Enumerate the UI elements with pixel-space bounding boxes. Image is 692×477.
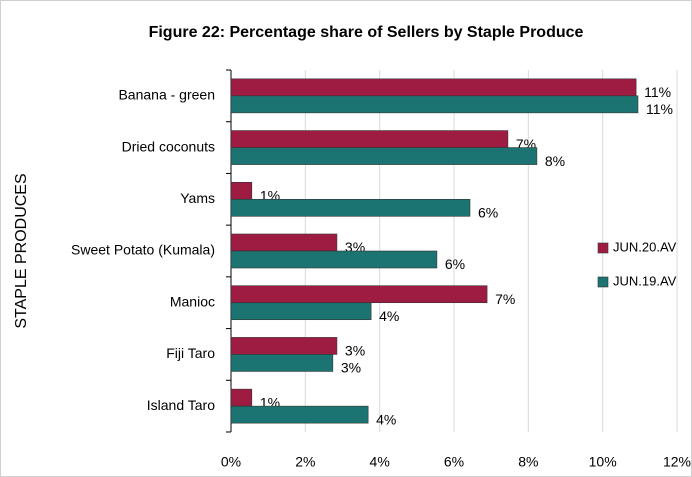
x-tick-label: 4% — [370, 454, 390, 470]
y-tick-label: Dried coconuts — [122, 138, 215, 154]
legend-label: JUN.19.AV — [613, 273, 677, 288]
value-label: 11% — [646, 101, 673, 117]
value-label: 4% — [379, 308, 399, 324]
value-label: 4% — [376, 411, 396, 427]
y-tick-label: Manioc — [170, 293, 215, 309]
value-label: 6% — [478, 204, 498, 220]
y-tick-label: Fiji Taro — [166, 345, 215, 361]
x-tick-label: 12% — [663, 454, 691, 470]
y-axis-title: STAPLE PRODUCES — [13, 173, 30, 328]
bar — [230, 95, 639, 114]
bar — [230, 181, 253, 200]
y-tick-label: Banana - green — [118, 87, 215, 103]
bar — [230, 337, 338, 355]
x-tick-label: 2% — [295, 454, 315, 470]
bar — [230, 233, 338, 252]
bar — [230, 285, 488, 304]
x-tick-label: 6% — [444, 454, 464, 470]
legend-swatch — [597, 276, 609, 288]
value-label: 6% — [445, 256, 465, 272]
value-label: 3% — [341, 360, 361, 376]
bar — [230, 354, 334, 372]
value-label: 11% — [644, 84, 671, 100]
x-tick-label: 0% — [221, 454, 241, 470]
value-label: 3% — [345, 343, 365, 359]
y-tick-label: Island Taro — [147, 397, 215, 413]
bar — [230, 405, 369, 424]
legend-label: JUN.20.AV — [613, 239, 677, 254]
y-tick-label: Yams — [180, 190, 215, 206]
x-tick-label: 8% — [518, 454, 538, 470]
value-label: 8% — [545, 153, 565, 169]
chart-title: Figure 22: Percentage share of Sellers b… — [149, 24, 584, 41]
bar — [230, 147, 538, 165]
bar — [230, 198, 471, 217]
legend-swatch — [597, 242, 609, 254]
bar — [230, 388, 253, 407]
y-tick-label: Sweet Potato (Kumala) — [71, 242, 215, 258]
bar — [230, 130, 509, 148]
value-label: 7% — [495, 291, 515, 307]
bar — [230, 78, 637, 97]
x-tick-label: 10% — [589, 454, 617, 470]
bar — [230, 302, 372, 321]
bar — [230, 250, 438, 269]
